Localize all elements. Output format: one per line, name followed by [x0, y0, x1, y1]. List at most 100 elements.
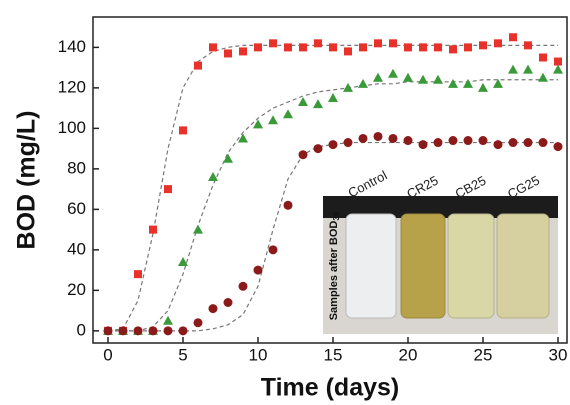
inset-label: Control: [345, 168, 389, 201]
triangle-marker: [298, 97, 308, 107]
y-tick-label: 20: [67, 280, 86, 299]
x-tick-label: 10: [249, 345, 268, 364]
circle-marker: [178, 326, 188, 336]
inset-photo: Control CR25 CB25 CG25 Samples after BOD…: [323, 168, 558, 334]
circle-marker: [298, 150, 308, 160]
triangle-marker: [193, 224, 203, 234]
triangle-marker: [493, 78, 503, 88]
y-tick-label: 0: [77, 320, 86, 339]
circle-marker: [523, 138, 533, 148]
circle-marker: [283, 200, 293, 210]
square-marker: [359, 43, 367, 52]
triangle-marker: [313, 99, 323, 109]
x-tick-label: 30: [549, 345, 568, 364]
triangle-marker: [358, 78, 368, 88]
x-axis-title: Time (days): [261, 374, 399, 402]
square-marker: [224, 49, 232, 58]
triangle-marker: [553, 64, 563, 74]
square-marker: [539, 53, 547, 62]
triangle-marker: [388, 68, 398, 78]
square-marker: [389, 39, 397, 48]
plot-frame: [92, 16, 568, 344]
vial: [345, 213, 397, 319]
square-marker: [494, 39, 502, 48]
x-tick-label: 20: [399, 345, 418, 364]
square-marker: [284, 43, 292, 52]
square-marker: [554, 57, 562, 66]
square-marker: [299, 43, 307, 52]
circle-marker: [418, 140, 428, 150]
y-tick-label: 100: [58, 118, 86, 137]
square-marker: [329, 43, 337, 52]
triangle-marker: [433, 74, 443, 84]
triangle-marker: [403, 72, 413, 82]
caps: [323, 196, 558, 218]
square-marker: [449, 45, 457, 54]
caption-text: Samples after BOD: [328, 221, 340, 321]
vial: [400, 213, 446, 319]
triangle-marker: [178, 257, 188, 267]
fit-curve: [108, 79, 558, 332]
square-marker: [179, 126, 187, 135]
circle-marker: [133, 326, 143, 336]
circle-marker: [328, 140, 338, 150]
triangle-marker: [538, 72, 548, 82]
square-marker: [194, 61, 202, 70]
circle-marker: [478, 136, 488, 146]
circle-marker: [193, 318, 203, 328]
square-marker: [509, 33, 517, 42]
circle-marker: [403, 136, 413, 146]
y-tick-label: 60: [67, 199, 86, 218]
x-tick-label: 15: [324, 345, 343, 364]
triangle-marker: [343, 82, 353, 92]
square-marker: [254, 43, 262, 52]
triangle-marker: [328, 92, 338, 102]
circle-marker: [313, 144, 323, 154]
square-marker: [209, 43, 217, 52]
circle-marker: [433, 138, 443, 148]
square-marker: [404, 43, 412, 52]
square-marker: [239, 47, 247, 56]
square-marker: [164, 185, 172, 194]
square-marker: [149, 225, 157, 234]
square-marker: [524, 41, 532, 50]
triangle-marker: [373, 72, 383, 82]
y-tick-label: 40: [67, 239, 86, 258]
circle-marker: [118, 326, 128, 336]
triangle-marker: [463, 78, 473, 88]
x-tick-label: 25: [474, 345, 493, 364]
circle-marker: [148, 326, 158, 336]
square-marker: [419, 43, 427, 52]
circle-marker: [493, 140, 503, 150]
y-axis-title: BOD (mg/L): [13, 111, 41, 250]
circle-marker: [163, 326, 173, 336]
square-marker: [134, 270, 142, 279]
vial: [496, 213, 550, 319]
circle-marker: [223, 298, 233, 308]
x-tick-label: 5: [178, 345, 187, 364]
circle-marker: [253, 265, 263, 275]
circle-marker: [463, 136, 473, 146]
circle-marker: [268, 245, 278, 255]
y-tick-label: 80: [67, 158, 86, 177]
triangle-marker: [418, 74, 428, 84]
x-tick-label: 0: [103, 345, 112, 364]
circle-marker: [343, 138, 353, 148]
circle-marker: [553, 142, 563, 152]
circle-marker: [508, 138, 518, 148]
caption-sub: 30: [332, 211, 341, 220]
triangle-marker: [163, 315, 173, 325]
circle-marker: [103, 326, 113, 336]
triangle-marker: [208, 171, 218, 181]
triangle-marker: [448, 78, 458, 88]
square-marker: [374, 39, 382, 48]
square-marker: [314, 39, 322, 48]
circle-marker: [238, 281, 248, 291]
triangle-marker: [223, 153, 233, 163]
circle-marker: [373, 131, 383, 141]
triangle-marker: [523, 64, 533, 74]
circle-marker: [538, 138, 548, 148]
square-marker: [464, 43, 472, 52]
